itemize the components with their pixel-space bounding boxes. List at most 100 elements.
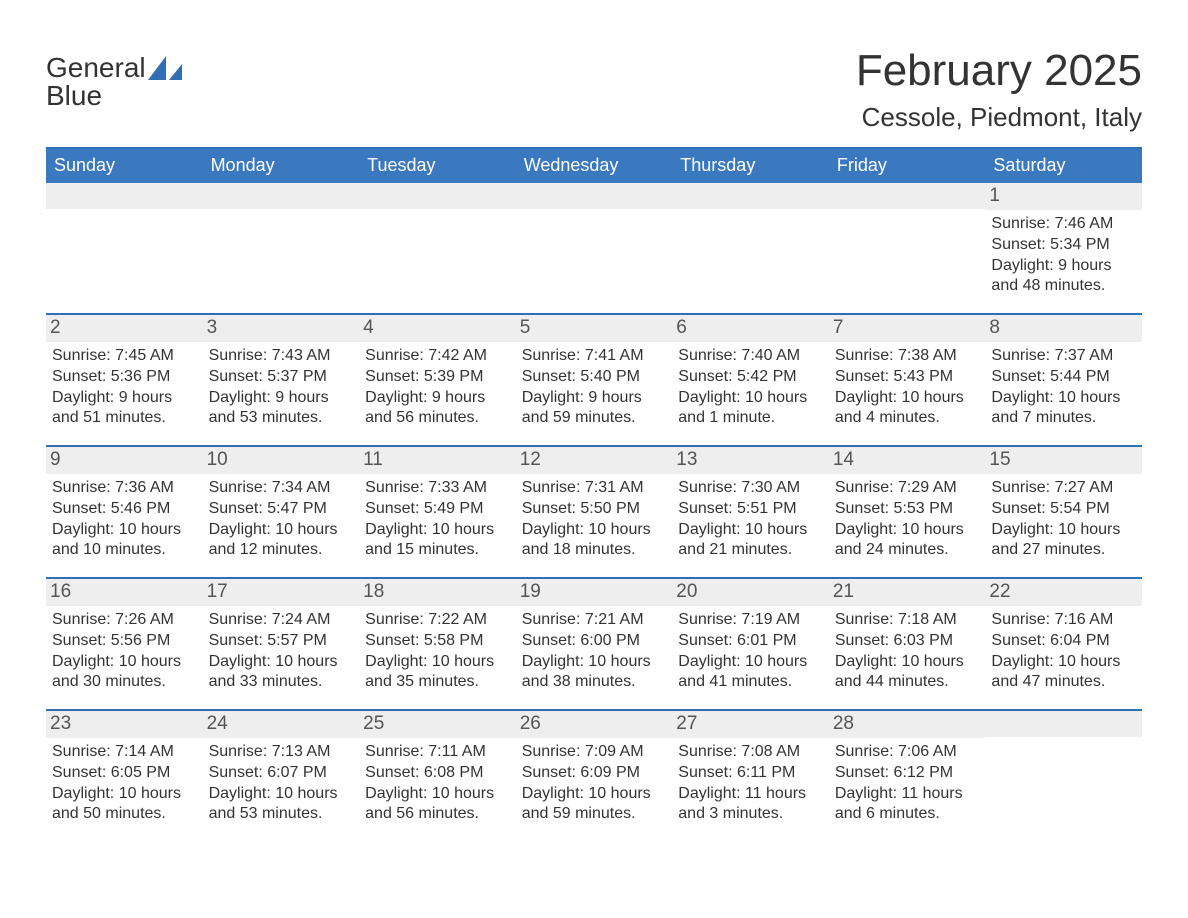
day-cell: 1Sunrise: 7:46 AMSunset: 5:34 PMDaylight…	[985, 183, 1142, 313]
sunrise-text: Sunrise: 7:24 AM	[209, 610, 354, 631]
sunset-text: Sunset: 5:53 PM	[835, 499, 980, 520]
sunset-text: Sunset: 6:08 PM	[365, 763, 510, 784]
daylight-text: Daylight: 10 hours and 18 minutes.	[522, 520, 667, 562]
sunset-text: Sunset: 5:39 PM	[365, 367, 510, 388]
daylight-text: Daylight: 10 hours and 1 minute.	[678, 388, 823, 430]
daylight-text: Daylight: 10 hours and 53 minutes.	[209, 784, 354, 826]
sunset-text: Sunset: 5:51 PM	[678, 499, 823, 520]
weekday-header: Saturday	[985, 149, 1142, 183]
day-info: Sunrise: 7:09 AMSunset: 6:09 PMDaylight:…	[522, 742, 667, 825]
daylight-text: Daylight: 10 hours and 35 minutes.	[365, 652, 510, 694]
day-cell	[829, 183, 986, 313]
day-number	[203, 183, 360, 209]
daylight-text: Daylight: 9 hours and 56 minutes.	[365, 388, 510, 430]
day-number: 11	[359, 447, 516, 474]
day-number: 15	[985, 447, 1142, 474]
sunrise-text: Sunrise: 7:41 AM	[522, 346, 667, 367]
sunset-text: Sunset: 5:37 PM	[209, 367, 354, 388]
sunrise-text: Sunrise: 7:36 AM	[52, 478, 197, 499]
day-number: 25	[359, 711, 516, 738]
day-number	[359, 183, 516, 209]
daylight-text: Daylight: 10 hours and 56 minutes.	[365, 784, 510, 826]
day-cell: 20 Sunrise: 7:19 AMSunset: 6:01 PMDayligh…	[672, 579, 829, 709]
daylight-text: Daylight: 10 hours and 38 minutes.	[522, 652, 667, 694]
day-info: Sunrise: 7:11 AMSunset: 6:08 PMDaylight:…	[365, 742, 510, 825]
day-number: 8	[985, 315, 1142, 342]
sunrise-text: Sunrise: 7:22 AM	[365, 610, 510, 631]
day-number: 20	[672, 579, 829, 606]
daylight-text: Daylight: 10 hours and 41 minutes.	[678, 652, 823, 694]
day-cell: 11 Sunrise: 7:33 AMSunset: 5:49 PMDayligh…	[359, 447, 516, 577]
header: General Blue February 2025 Cessole, Pied…	[46, 28, 1142, 133]
sunrise-text: Sunrise: 7:16 AM	[991, 610, 1136, 631]
sunrise-text: Sunrise: 7:27 AM	[991, 478, 1136, 499]
day-number: 26	[516, 711, 673, 738]
day-cell: 5 Sunrise: 7:41 AMSunset: 5:40 PMDaylight…	[516, 315, 673, 445]
sunset-text: Sunset: 5:57 PM	[209, 631, 354, 652]
day-info: Sunrise: 7:37 AMSunset: 5:44 PMDaylight:…	[991, 346, 1136, 429]
day-number: 19	[516, 579, 673, 606]
sunrise-text: Sunrise: 7:08 AM	[678, 742, 823, 763]
daylight-text: Daylight: 10 hours and 50 minutes.	[52, 784, 197, 826]
day-info: Sunrise: 7:18 AMSunset: 6:03 PMDaylight:…	[835, 610, 980, 693]
daylight-text: Daylight: 10 hours and 12 minutes.	[209, 520, 354, 562]
sunrise-text: Sunrise: 7:34 AM	[209, 478, 354, 499]
day-cell: 13Sunrise: 7:30 AMSunset: 5:51 PMDayligh…	[672, 447, 829, 577]
logo-text-blue: Blue	[46, 82, 146, 110]
sunrise-text: Sunrise: 7:11 AM	[365, 742, 510, 763]
day-number: 5	[516, 315, 673, 342]
day-info: Sunrise: 7:34 AMSunset: 5:47 PMDaylight:…	[209, 478, 354, 561]
daylight-text: Daylight: 10 hours and 27 minutes.	[991, 520, 1136, 562]
day-cell: 14Sunrise: 7:29 AMSunset: 5:53 PMDayligh…	[829, 447, 986, 577]
sunset-text: Sunset: 6:01 PM	[678, 631, 823, 652]
day-info: Sunrise: 7:21 AMSunset: 6:00 PMDaylight:…	[522, 610, 667, 693]
sunset-text: Sunset: 5:34 PM	[991, 235, 1136, 256]
weekday-header-row: Sunday Monday Tuesday Wednesday Thursday…	[46, 149, 1142, 183]
daylight-text: Daylight: 11 hours and 3 minutes.	[678, 784, 823, 826]
daylight-text: Daylight: 10 hours and 44 minutes.	[835, 652, 980, 694]
day-info: Sunrise: 7:29 AMSunset: 5:53 PMDaylight:…	[835, 478, 980, 561]
sunset-text: Sunset: 5:54 PM	[991, 499, 1136, 520]
daylight-text: Daylight: 10 hours and 4 minutes.	[835, 388, 980, 430]
day-info: Sunrise: 7:43 AMSunset: 5:37 PMDaylight:…	[209, 346, 354, 429]
sunset-text: Sunset: 5:58 PM	[365, 631, 510, 652]
sunset-text: Sunset: 6:09 PM	[522, 763, 667, 784]
sunrise-text: Sunrise: 7:26 AM	[52, 610, 197, 631]
day-cell	[46, 183, 203, 313]
sunrise-text: Sunrise: 7:42 AM	[365, 346, 510, 367]
logo-text-gray: General	[46, 54, 146, 82]
day-number: 2	[46, 315, 203, 342]
daylight-text: Daylight: 10 hours and 24 minutes.	[835, 520, 980, 562]
day-cell: 4Sunrise: 7:42 AMSunset: 5:39 PMDaylight…	[359, 315, 516, 445]
day-number: 1	[985, 183, 1142, 210]
day-number: 22	[985, 579, 1142, 606]
sunset-text: Sunset: 5:44 PM	[991, 367, 1136, 388]
day-info: Sunrise: 7:26 AMSunset: 5:56 PMDaylight:…	[52, 610, 197, 693]
sunset-text: Sunset: 5:40 PM	[522, 367, 667, 388]
day-number: 18	[359, 579, 516, 606]
calendar-weeks: 1Sunrise: 7:46 AMSunset: 5:34 PMDaylight…	[46, 183, 1142, 841]
day-number	[516, 183, 673, 209]
daylight-text: Daylight: 10 hours and 10 minutes.	[52, 520, 197, 562]
day-number: 7	[829, 315, 986, 342]
sunrise-text: Sunrise: 7:09 AM	[522, 742, 667, 763]
day-cell: 26 Sunrise: 7:09 AMSunset: 6:09 PMDayligh…	[516, 711, 673, 841]
day-cell: 15 Sunrise: 7:27 AMSunset: 5:54 PMDayligh…	[985, 447, 1142, 577]
day-info: Sunrise: 7:41 AMSunset: 5:40 PMDaylight:…	[522, 346, 667, 429]
day-number	[672, 183, 829, 209]
day-number: 6	[672, 315, 829, 342]
day-cell	[516, 183, 673, 313]
daylight-text: Daylight: 11 hours and 6 minutes.	[835, 784, 980, 826]
sunset-text: Sunset: 6:05 PM	[52, 763, 197, 784]
day-info: Sunrise: 7:19 AMSunset: 6:01 PMDaylight:…	[678, 610, 823, 693]
daylight-text: Daylight: 10 hours and 15 minutes.	[365, 520, 510, 562]
day-info: Sunrise: 7:33 AMSunset: 5:49 PMDaylight:…	[365, 478, 510, 561]
calendar-page: General Blue February 2025 Cessole, Pied…	[0, 0, 1188, 918]
logo: General Blue	[46, 54, 186, 110]
day-cell: 25 Sunrise: 7:11 AMSunset: 6:08 PMDayligh…	[359, 711, 516, 841]
day-number: 12	[516, 447, 673, 474]
sunrise-text: Sunrise: 7:13 AM	[209, 742, 354, 763]
day-info: Sunrise: 7:42 AMSunset: 5:39 PMDaylight:…	[365, 346, 510, 429]
day-info: Sunrise: 7:45 AMSunset: 5:36 PMDaylight:…	[52, 346, 197, 429]
day-cell: 9Sunrise: 7:36 AMSunset: 5:46 PMDaylight…	[46, 447, 203, 577]
